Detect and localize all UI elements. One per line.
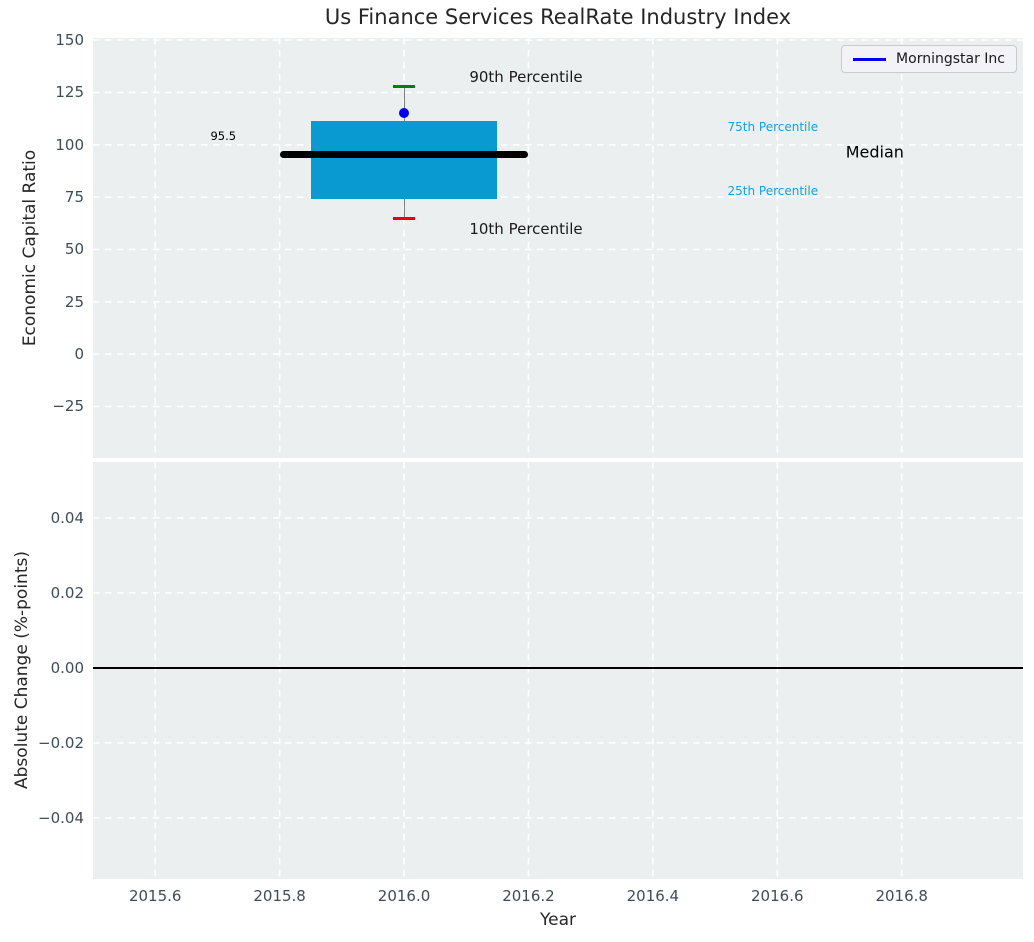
median-line <box>279 150 529 158</box>
y-tick-label: 50 <box>64 240 84 259</box>
y-tick-label: 125 <box>55 83 84 102</box>
boxplot-box <box>310 120 498 200</box>
legend: Morningstar Inc <box>841 45 1017 73</box>
annotation-75th-percentile: 75th Percentile <box>727 119 819 134</box>
cap-90th-percentile <box>393 84 415 88</box>
x-tick-label: 2015.8 <box>253 887 306 905</box>
x-tick-label: 2015.6 <box>128 887 182 905</box>
annotation-median: Median <box>845 142 904 162</box>
gridlines <box>93 462 1023 879</box>
y-tick-label: 0 <box>74 345 84 364</box>
x-tick-label: 2016.2 <box>502 887 555 905</box>
y-tick-label: 0.02 <box>50 583 84 602</box>
legend-label: Morningstar Inc <box>896 51 1005 67</box>
y-tick-label: 0.00 <box>50 658 84 677</box>
company-point <box>399 108 410 119</box>
cap-10th-percentile <box>393 216 415 220</box>
chart-title: Us Finance Services RealRate Industry In… <box>324 5 792 29</box>
axes-bottom <box>93 462 1023 879</box>
x-tick-label: 2016.8 <box>875 887 928 905</box>
annotation-90th-percentile: 90th Percentile <box>469 67 583 86</box>
x-tick-label: 2016.6 <box>751 887 804 905</box>
legend-line-sample <box>853 57 887 61</box>
y-tick-label: −0.02 <box>38 733 84 752</box>
annotation-25th-percentile: 25th Percentile <box>727 183 819 198</box>
y-tick-label: 100 <box>55 135 84 154</box>
x-tick-label: 2016.4 <box>626 887 680 905</box>
median-value-label: 95.5 <box>210 129 237 144</box>
annotation-10th-percentile: 10th Percentile <box>469 219 583 238</box>
zero-line <box>93 666 1023 669</box>
y-tick-label: 150 <box>55 31 84 50</box>
y-tick-label: −0.04 <box>38 808 84 827</box>
y-tick-label: 75 <box>64 188 84 207</box>
axes-top: Morningstar Inc 95.5 90th Percentile 10th … <box>93 38 1023 458</box>
y-tick-label: −25 <box>52 397 84 416</box>
y-tick-label: 0.04 <box>50 508 84 527</box>
y-tick-label: 25 <box>64 292 84 311</box>
x-axis-label: Year <box>540 910 576 930</box>
x-tick-label: 2016.0 <box>377 887 431 905</box>
gridlines <box>93 38 1023 458</box>
